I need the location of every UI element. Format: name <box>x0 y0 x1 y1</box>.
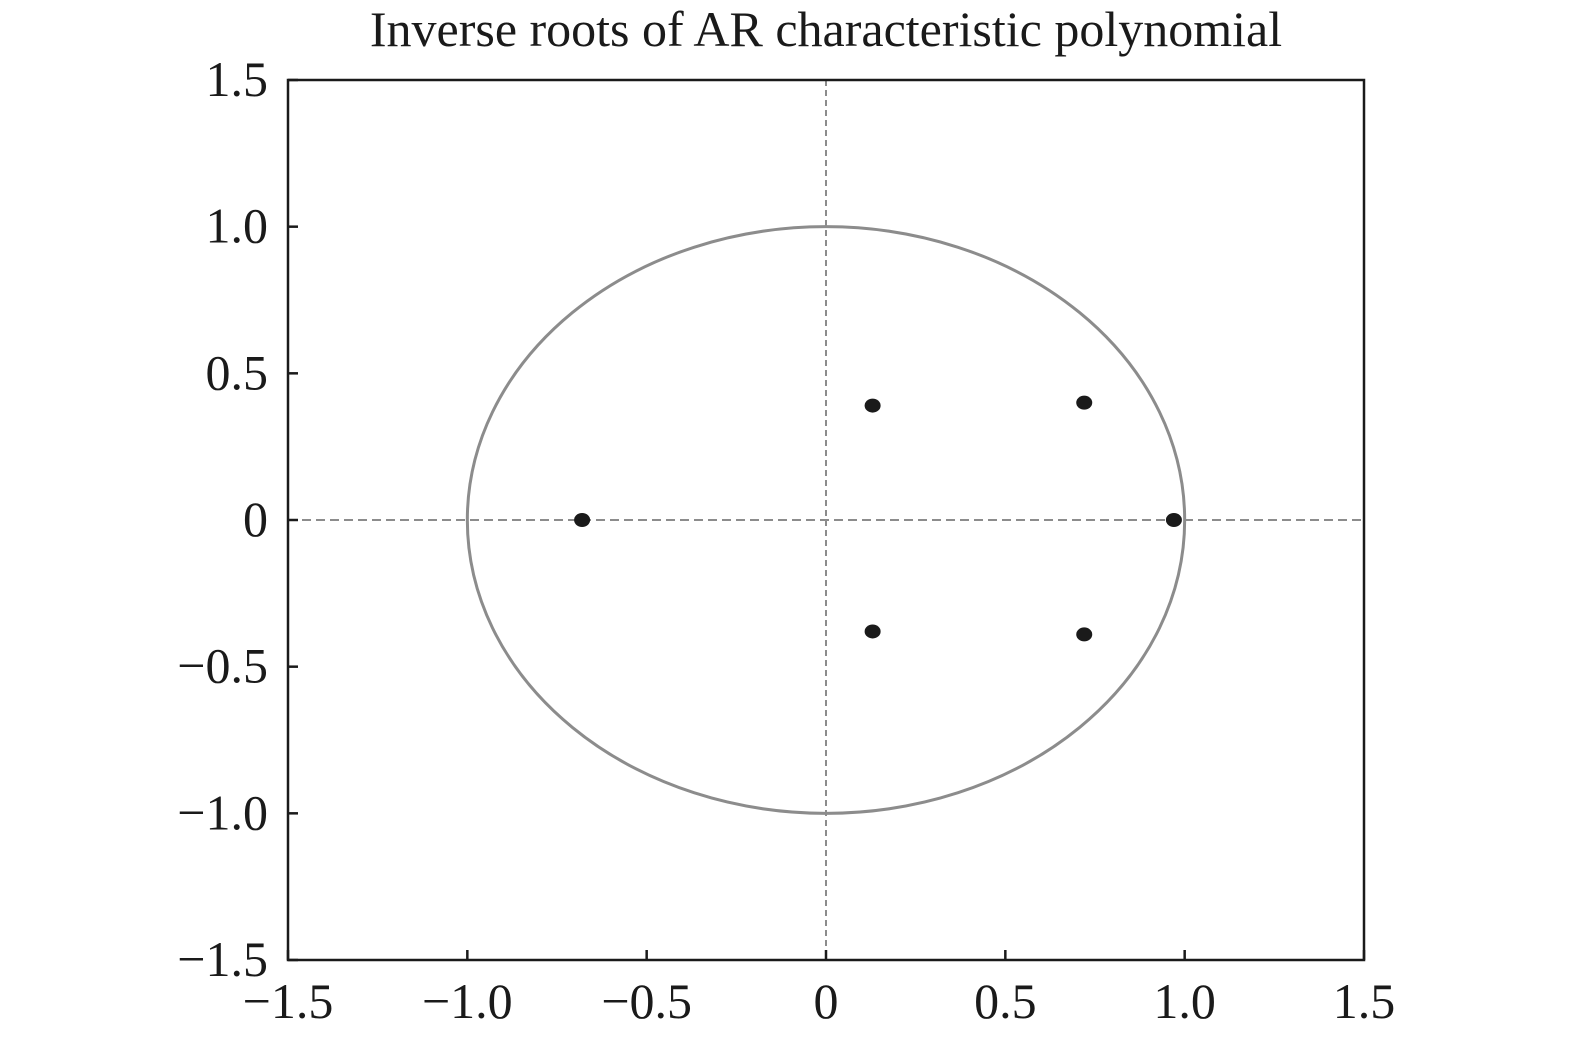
y-tick-label: −0.5 <box>177 638 268 694</box>
x-tick-label: 1.0 <box>1153 973 1216 1029</box>
data-point <box>1165 513 1182 527</box>
x-tick-label: −1.5 <box>243 973 334 1029</box>
axes: −1.5 −1.0 −0.5 0 0.5 1.0 1.5 −1.5 −1.0 −0.5 0 0.5 1.… <box>177 51 1395 1029</box>
x-tick-label: 0 <box>814 973 839 1029</box>
y-tick-label: −1.5 <box>177 931 268 987</box>
chart-title: Inverse roots of AR characteristic polyn… <box>370 1 1282 57</box>
y-tick-label: 1.0 <box>206 198 269 254</box>
y-tick-label: 1.5 <box>206 51 269 107</box>
data-point <box>1076 395 1093 410</box>
data-point <box>1076 627 1093 642</box>
y-tick-label: 0 <box>243 491 268 547</box>
unit-circle <box>465 225 1187 815</box>
data-point <box>574 513 591 527</box>
x-tick-label: 0.5 <box>974 973 1037 1029</box>
plot-area <box>302 80 1364 960</box>
x-tick-label: −0.5 <box>601 973 692 1029</box>
x-tick-label: 1.5 <box>1333 973 1396 1029</box>
y-tick-label: 0.5 <box>206 344 269 400</box>
data-point <box>864 398 881 413</box>
y-tick-label: −1.0 <box>177 784 268 840</box>
x-tick-label: −1.0 <box>422 973 513 1029</box>
data-point <box>864 624 881 639</box>
